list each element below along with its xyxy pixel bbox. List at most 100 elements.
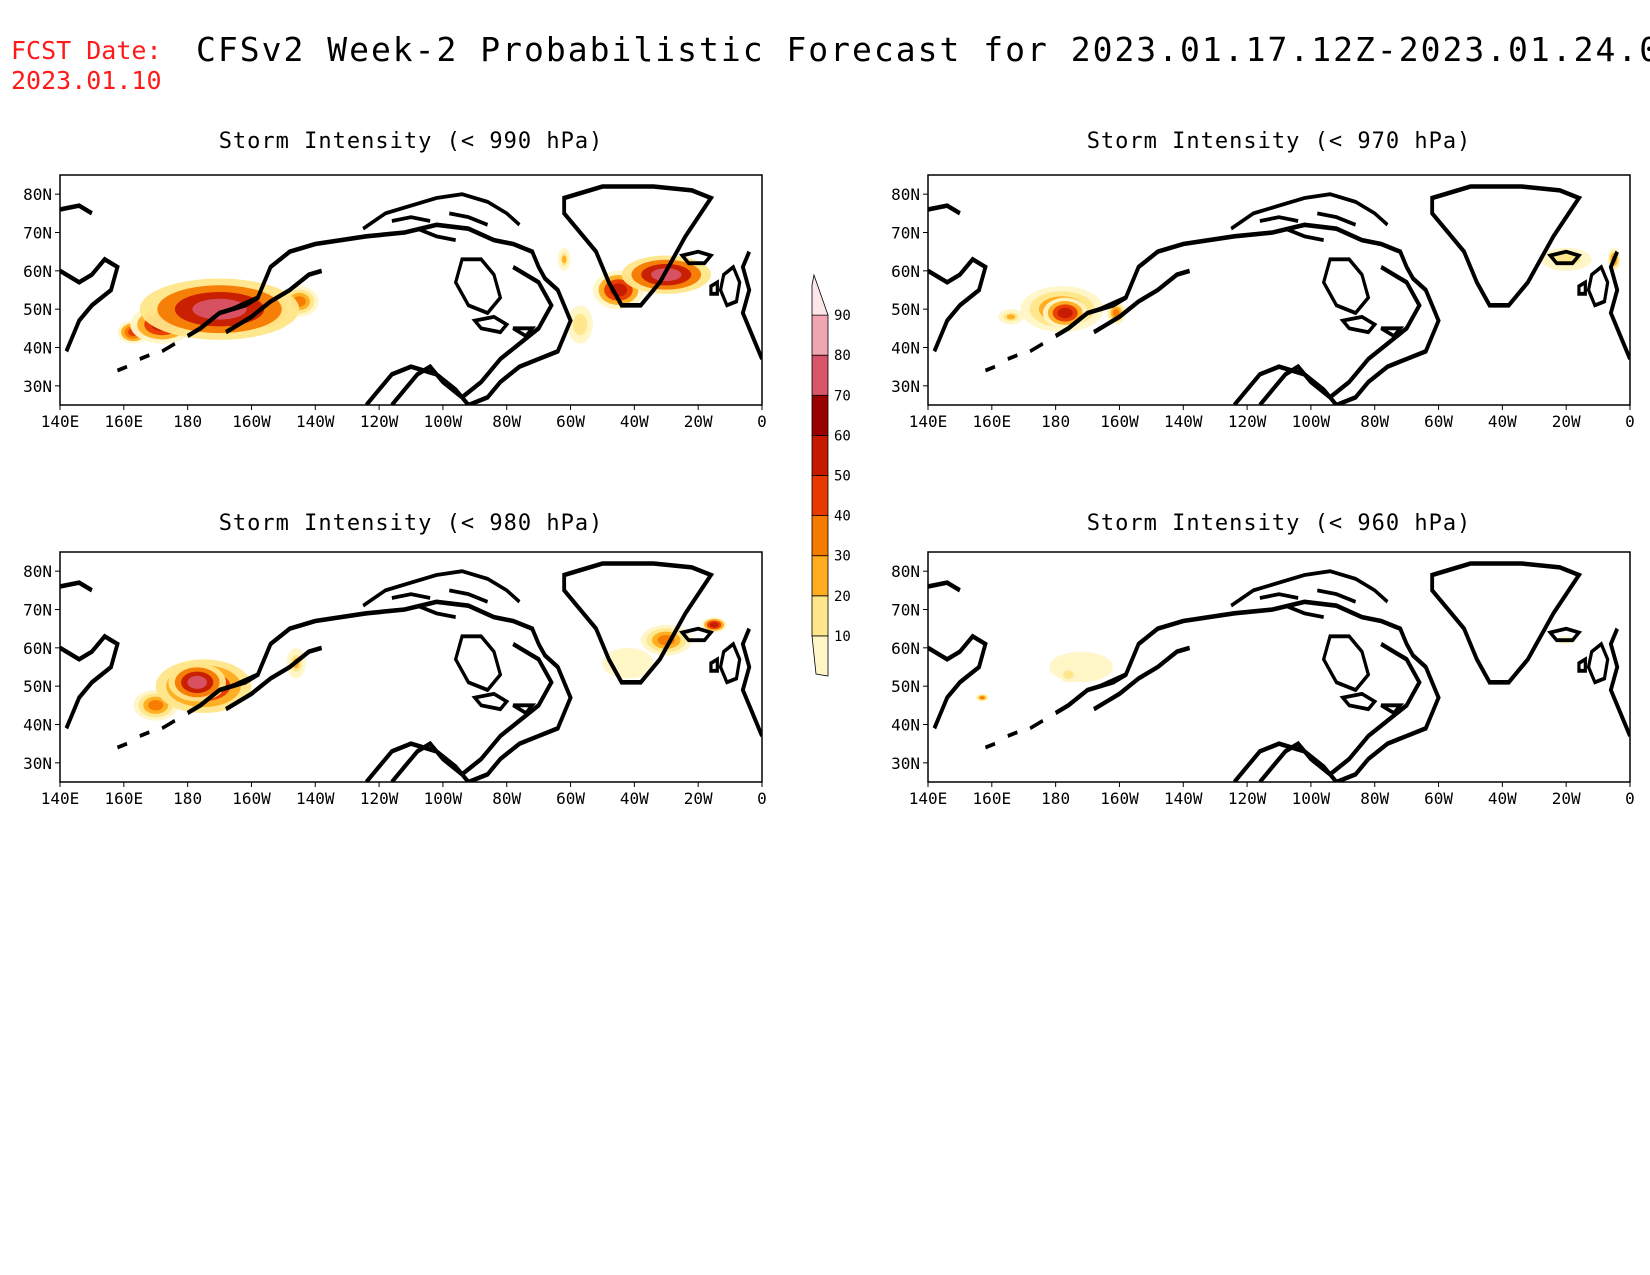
lon-tick-label: 160W xyxy=(1100,412,1139,431)
lon-tick-label: 0 xyxy=(757,412,767,431)
colorbar-swatch xyxy=(811,394,829,436)
lon-tick-label: 180 xyxy=(173,412,202,431)
lon-tick-label: 20W xyxy=(1552,412,1581,431)
probability-region xyxy=(975,693,989,702)
lat-tick-label: 60N xyxy=(891,639,920,658)
lon-tick-label: 40W xyxy=(1488,412,1517,431)
colorbar-swatch xyxy=(811,434,829,476)
lat-tick-label: 60N xyxy=(23,639,52,658)
probability-region xyxy=(1058,667,1078,683)
lat-tick-label: 30N xyxy=(23,377,52,396)
lat-tick-label: 50N xyxy=(891,300,920,319)
lon-tick-label: 80W xyxy=(492,412,521,431)
lat-tick-label: 80N xyxy=(23,185,52,204)
lon-tick-label: 140W xyxy=(296,789,335,808)
colorbar-label: 10 xyxy=(834,629,851,645)
lon-tick-label: 60W xyxy=(556,412,585,431)
colorbar-label: 80 xyxy=(834,348,851,364)
lon-tick-label: 120W xyxy=(1228,412,1267,431)
lon-tick-label: 20W xyxy=(1552,789,1581,808)
map-frame xyxy=(927,551,1631,783)
lat-tick-label: 30N xyxy=(891,377,920,396)
lon-tick-label: 120W xyxy=(360,412,399,431)
lon-tick-label: 180 xyxy=(1041,789,1070,808)
colorbar-swatch xyxy=(811,635,829,677)
lat-tick-label: 60N xyxy=(23,262,52,281)
lat-tick-label: 80N xyxy=(891,562,920,581)
colorbar-swatch xyxy=(811,314,829,356)
page-title: CFSv2 Week-2 Probabilistic Forecast for … xyxy=(196,30,1650,69)
panel-title: Storm Intensity (< 990 hPa) xyxy=(219,129,604,154)
colorbar-label: 60 xyxy=(834,428,851,444)
lat-tick-label: 70N xyxy=(23,224,52,243)
lon-tick-label: 160W xyxy=(232,412,271,431)
lat-tick-label: 40N xyxy=(891,339,920,358)
probability-region xyxy=(139,278,300,340)
lat-tick-label: 80N xyxy=(23,562,52,581)
forecast-date-value: 2023.01.10 xyxy=(11,66,162,95)
colorbar-swatch xyxy=(811,273,829,316)
colorbar-swatch xyxy=(811,354,829,396)
lat-tick-label: 60N xyxy=(891,262,920,281)
lon-tick-label: 40W xyxy=(1488,789,1517,808)
colorbar-swatch xyxy=(811,475,829,516)
lat-tick-label: 50N xyxy=(23,300,52,319)
lon-tick-label: 120W xyxy=(360,789,399,808)
lon-tick-label: 40W xyxy=(620,789,649,808)
lon-tick-label: 180 xyxy=(1041,412,1070,431)
colorbar-label: 70 xyxy=(834,388,851,404)
colorbar-label: 40 xyxy=(834,509,851,525)
probability-region xyxy=(998,309,1024,325)
lon-tick-label: 20W xyxy=(684,412,713,431)
lon-tick-label: 80W xyxy=(492,789,521,808)
lat-tick-label: 40N xyxy=(23,339,52,358)
lon-tick-label: 160E xyxy=(973,412,1012,431)
lon-tick-label: 180 xyxy=(173,789,202,808)
colorbar-swatch xyxy=(811,595,829,637)
panel-title: Storm Intensity (< 980 hPa) xyxy=(219,511,604,536)
lat-tick-label: 50N xyxy=(23,677,52,696)
lat-tick-label: 30N xyxy=(23,754,52,773)
lon-tick-label: 140W xyxy=(1164,789,1203,808)
colorbar-swatch xyxy=(811,555,829,597)
map-panel-p960: Storm Intensity (< 960 hPa) 140E 160E 180 16… xyxy=(891,511,1635,808)
map-panel-p990: Storm Intensity (< 990 hPa) 140E 160E 180 16… xyxy=(23,129,767,431)
lon-tick-label: 140E xyxy=(41,412,80,431)
lon-tick-label: 100W xyxy=(1292,789,1331,808)
map-frame xyxy=(59,551,763,783)
lat-tick-label: 50N xyxy=(891,677,920,696)
lon-tick-label: 160W xyxy=(232,789,271,808)
lon-tick-label: 80W xyxy=(1360,412,1389,431)
lon-tick-label: 100W xyxy=(424,789,463,808)
lon-tick-label: 60W xyxy=(1424,412,1453,431)
probability-region xyxy=(168,663,226,702)
lat-tick-label: 40N xyxy=(23,716,52,735)
colorbar-label: 30 xyxy=(834,549,851,565)
lon-tick-label: 100W xyxy=(424,412,463,431)
lon-tick-label: 80W xyxy=(1360,789,1389,808)
panel-title: Storm Intensity (< 960 hPa) xyxy=(1087,511,1472,536)
probability-region xyxy=(1049,651,1114,683)
lon-tick-label: 40W xyxy=(620,412,649,431)
probability-region xyxy=(567,305,593,344)
lon-tick-label: 160E xyxy=(105,412,144,431)
map-panel-p980: Storm Intensity (< 980 hPa) 140E 160E 180 16… xyxy=(23,511,767,808)
lon-tick-label: 140E xyxy=(909,789,948,808)
colorbar-swatch xyxy=(811,515,829,557)
lat-tick-label: 40N xyxy=(891,716,920,735)
colorbar-label: 50 xyxy=(834,469,851,485)
probability-region xyxy=(701,617,727,633)
colorbar-label: 20 xyxy=(834,589,851,605)
probability-region xyxy=(133,690,179,721)
lon-tick-label: 140E xyxy=(41,789,80,808)
map-panel-p970: Storm Intensity (< 970 hPa) 140E 160E 180 16… xyxy=(891,129,1635,431)
lon-tick-label: 140E xyxy=(909,412,948,431)
forecast-date-label: FCST Date: xyxy=(11,36,162,65)
map-frame xyxy=(59,174,763,406)
lon-tick-label: 160E xyxy=(973,789,1012,808)
lon-tick-label: 160W xyxy=(1100,789,1139,808)
lon-tick-label: 100W xyxy=(1292,412,1331,431)
colorbar-label: 90 xyxy=(834,308,851,324)
panels-layer: Storm Intensity (< 990 hPa) 140E 160E 180 16… xyxy=(23,129,1635,808)
